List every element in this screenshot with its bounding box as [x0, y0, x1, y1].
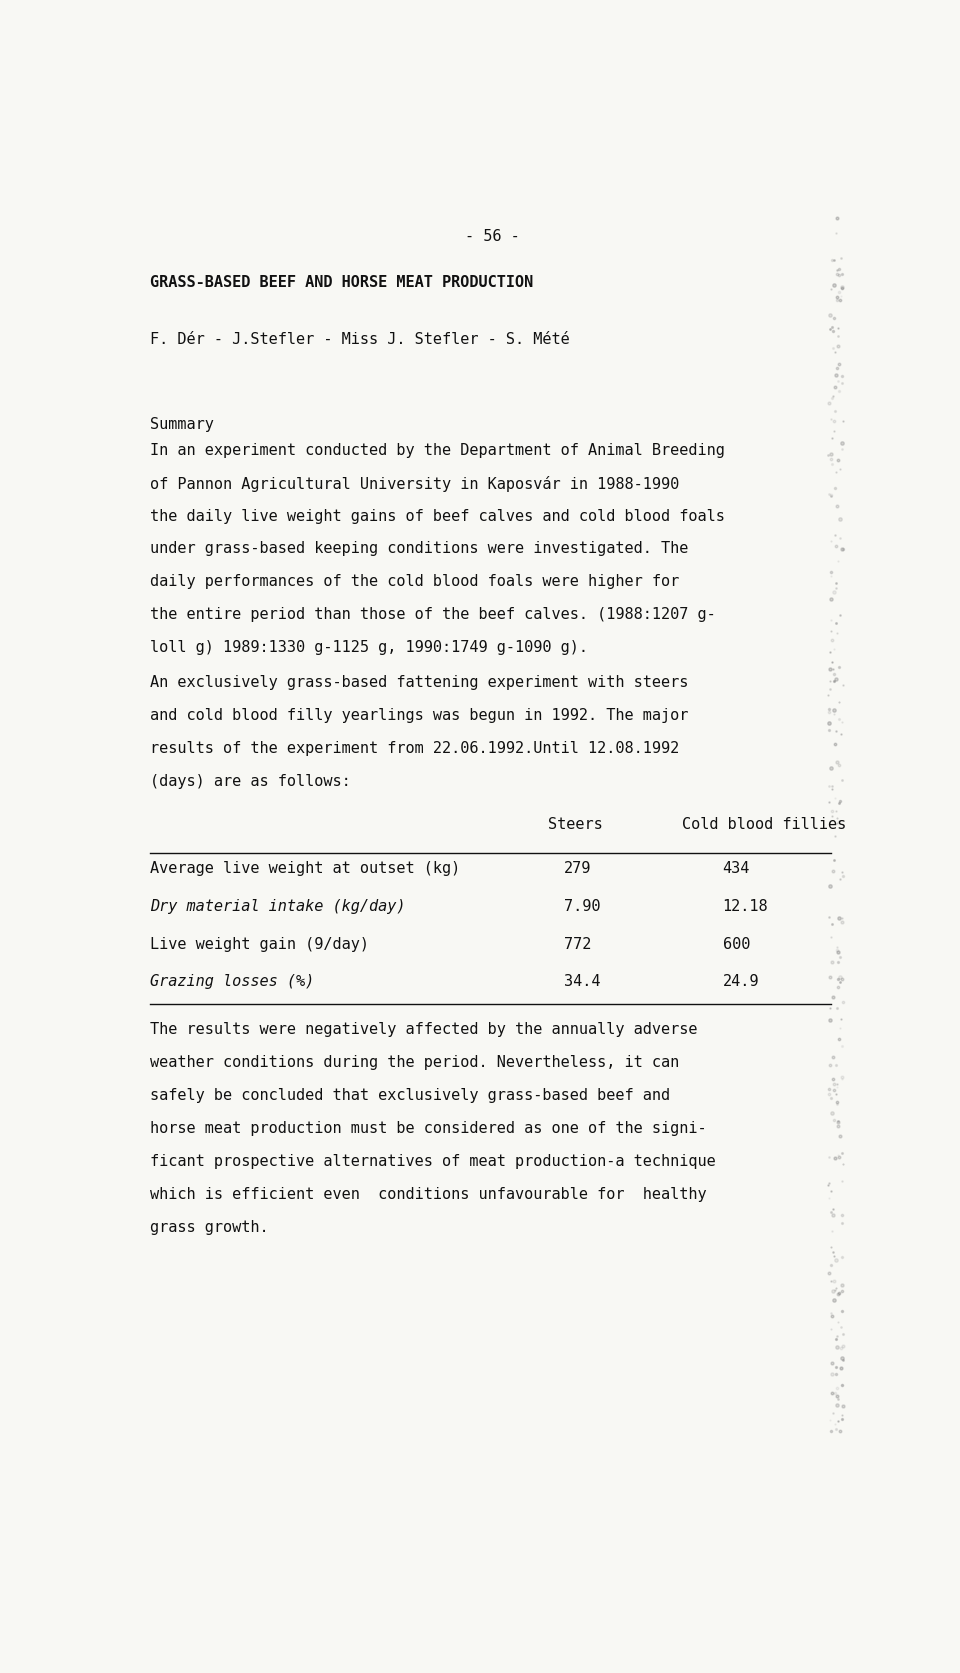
Text: 7.90: 7.90: [564, 898, 601, 913]
Text: the entire period than those of the beef calves. (1988:1207 g-: the entire period than those of the beef…: [150, 607, 715, 622]
Text: 34.4: 34.4: [564, 974, 601, 989]
Text: Average live weight at outset (kg): Average live weight at outset (kg): [150, 862, 460, 877]
Text: weather conditions during the period. Nevertheless, it can: weather conditions during the period. Ne…: [150, 1056, 679, 1071]
Text: An exclusively grass-based fattening experiment with steers: An exclusively grass-based fattening exp…: [150, 676, 688, 691]
Text: daily performances of the cold blood foals were higher for: daily performances of the cold blood foa…: [150, 574, 679, 589]
Text: Steers: Steers: [548, 816, 603, 831]
Text: results of the experiment from 22.06.1992.Until 12.08.1992: results of the experiment from 22.06.199…: [150, 741, 679, 756]
Text: Dry material intake (kg/day): Dry material intake (kg/day): [150, 898, 405, 913]
Text: the daily live weight gains of beef calves and cold blood foals: the daily live weight gains of beef calv…: [150, 509, 725, 524]
Text: Grazing losses (%): Grazing losses (%): [150, 974, 314, 989]
Text: Summary: Summary: [150, 417, 214, 432]
Text: 279: 279: [564, 862, 591, 877]
Text: 772: 772: [564, 937, 591, 952]
Text: GRASS-BASED BEEF AND HORSE MEAT PRODUCTION: GRASS-BASED BEEF AND HORSE MEAT PRODUCTI…: [150, 276, 533, 291]
Text: grass growth.: grass growth.: [150, 1220, 269, 1235]
Text: safely be concluded that exclusively grass-based beef and: safely be concluded that exclusively gra…: [150, 1087, 670, 1103]
Text: horse meat production must be considered as one of the signi-: horse meat production must be considered…: [150, 1121, 707, 1136]
Text: - 56 -: - 56 -: [465, 229, 519, 244]
Text: 12.18: 12.18: [723, 898, 768, 913]
Text: and cold blood filly yearlings was begun in 1992. The major: and cold blood filly yearlings was begun…: [150, 708, 688, 723]
Text: 434: 434: [723, 862, 750, 877]
Text: In an experiment conducted by the Department of Animal Breeding: In an experiment conducted by the Depart…: [150, 443, 725, 458]
Text: ficant prospective alternatives of meat production-a technique: ficant prospective alternatives of meat …: [150, 1154, 715, 1169]
Text: F. Dér - J.Stefler - Miss J. Stefler - S. Mété: F. Dér - J.Stefler - Miss J. Stefler - S…: [150, 333, 569, 348]
Text: The results were negatively affected by the annually adverse: The results were negatively affected by …: [150, 1022, 697, 1037]
Text: Live weight gain (9/day): Live weight gain (9/day): [150, 937, 369, 952]
Text: 24.9: 24.9: [723, 974, 759, 989]
Text: of Pannon Agricultural University in Kaposvár in 1988-1990: of Pannon Agricultural University in Kap…: [150, 475, 679, 492]
Text: under grass-based keeping conditions were investigated. The: under grass-based keeping conditions wer…: [150, 542, 688, 557]
Text: loll g) 1989:1330 g-1125 g, 1990:1749 g-1090 g).: loll g) 1989:1330 g-1125 g, 1990:1749 g-…: [150, 641, 588, 656]
Text: 600: 600: [723, 937, 750, 952]
Text: (days) are as follows:: (days) are as follows:: [150, 775, 350, 790]
Text: Cold blood fillies: Cold blood fillies: [682, 816, 846, 831]
Text: which is efficient even  conditions unfavourable for  healthy: which is efficient even conditions unfav…: [150, 1186, 707, 1201]
